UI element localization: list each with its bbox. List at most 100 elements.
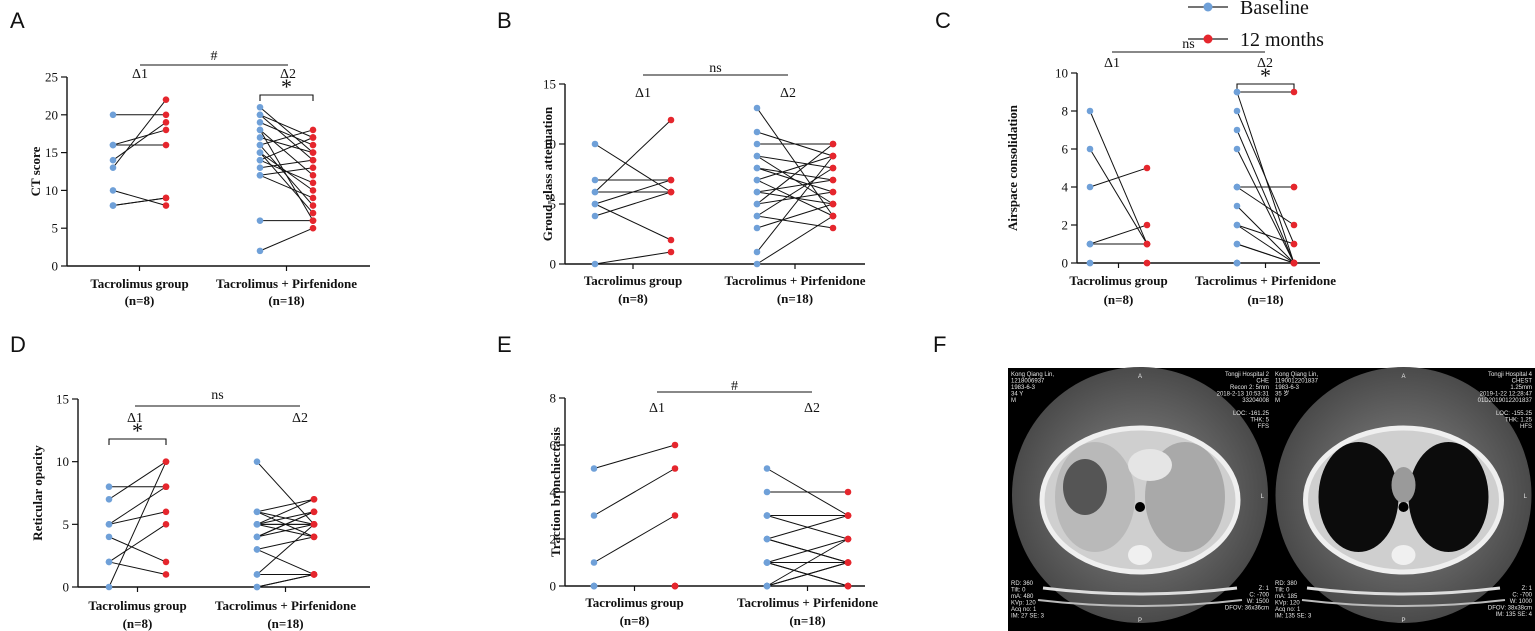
ct-overlay-top-right: CHEST — [1512, 379, 1533, 385]
followup-point — [309, 164, 317, 172]
baseline-point — [591, 212, 599, 220]
followup-point — [309, 126, 317, 134]
x-category-label: Tacrolimus group — [90, 276, 188, 291]
delta-label: Δ1 — [1104, 56, 1120, 71]
followup-point — [1143, 259, 1151, 267]
ct-spine — [1128, 545, 1152, 565]
followup-point — [671, 582, 679, 590]
panel-letter-c: C — [935, 8, 951, 33]
y-tick-label: 15 — [543, 77, 556, 92]
y-tick-label: 5 — [63, 517, 70, 532]
pair-line — [1236, 186, 1295, 226]
baseline-point — [753, 188, 761, 196]
followup-point — [671, 465, 679, 472]
y-tick-label: 4 — [550, 485, 557, 500]
baseline-point — [1233, 259, 1241, 267]
followup-point — [829, 200, 837, 208]
x-category-count: (n=8) — [620, 613, 650, 628]
ct-overlay-top-left: Kong Qiang Lin, — [1011, 372, 1054, 378]
baseline-point — [753, 212, 761, 220]
panel-letter-e: E — [497, 332, 512, 357]
pair-line — [1236, 224, 1295, 264]
baseline-point — [753, 200, 761, 208]
panel-letter-f: F — [933, 332, 946, 357]
y-tick-label: 2 — [550, 532, 557, 547]
followup-point — [162, 202, 170, 209]
baseline-point — [1233, 202, 1241, 210]
y-tick-label: 0 — [1062, 256, 1069, 271]
panel-letter-b: B — [497, 8, 512, 33]
x-category-label: Tacrolimus + Pirfenidone — [724, 273, 865, 288]
pair-line — [259, 106, 314, 153]
pair-line — [756, 143, 834, 205]
pair-line — [756, 167, 834, 217]
pair-line — [108, 461, 167, 500]
baseline-point — [1233, 240, 1241, 248]
pair-line — [594, 119, 672, 193]
baseline-point — [1086, 240, 1094, 248]
followup-point — [310, 495, 318, 503]
followup-point — [309, 187, 317, 194]
within-group-significance: * — [132, 418, 143, 443]
pair-line — [766, 562, 849, 587]
ct-trachea — [1135, 502, 1145, 512]
ct-overlay-top-left: M — [1011, 398, 1016, 404]
pair-line — [1236, 129, 1295, 264]
pair-line — [112, 189, 167, 207]
followup-point — [309, 156, 317, 164]
ct-overlay-top-right: Tongji Hospital 2 — [1225, 372, 1270, 378]
baseline-point — [763, 465, 771, 472]
baseline-point — [105, 583, 113, 591]
pair-line — [112, 99, 167, 169]
pair-line — [256, 548, 315, 575]
ct-overlay-top-right: 2018-2-13 10:53:31 — [1217, 392, 1270, 398]
ct-overlay-top-left: Kong Qiang Lin, — [1275, 372, 1318, 378]
baseline-point — [591, 140, 599, 148]
y-tick-label: 0 — [52, 259, 59, 274]
followup-point — [309, 134, 317, 141]
followup-point — [309, 171, 317, 179]
y-tick-label: 10 — [56, 454, 69, 469]
y-tick-label: 0 — [550, 257, 557, 272]
baseline-point — [753, 260, 761, 268]
delta-label: Δ2 — [292, 411, 308, 426]
between-group-significance: ns — [1182, 37, 1194, 52]
y-tick-label: 5 — [550, 197, 557, 212]
pair-line — [108, 561, 167, 575]
followup-point — [310, 533, 318, 541]
pair-line — [756, 155, 834, 181]
baseline-point — [109, 111, 117, 119]
y-tick-label: 15 — [45, 145, 58, 160]
followup-point — [844, 582, 852, 590]
baseline-point — [253, 583, 261, 591]
pair-line — [112, 121, 167, 161]
baseline-point — [1086, 183, 1094, 191]
pair-line — [1236, 224, 1295, 245]
followup-point — [162, 111, 170, 119]
followup-point — [162, 508, 170, 516]
y-axis-label: Groud-glass attenuation — [540, 106, 555, 241]
ct-overlay-top-right: 1.25mm — [1510, 385, 1532, 391]
ct-overlay-bottom-right: DFOV: 36x36cm — [1225, 606, 1269, 612]
baseline-point — [256, 217, 264, 224]
pair-line — [594, 191, 672, 217]
pair-line — [108, 536, 167, 563]
baseline-point — [256, 111, 264, 119]
baseline-point — [763, 512, 771, 519]
panel-d: D 0 5 10 15 Tacrolimus group (n=8) Tacrolimus +… — [10, 332, 370, 631]
followup-point — [162, 119, 170, 126]
ct-mediastinum — [1391, 467, 1416, 503]
followup-point — [310, 508, 318, 516]
baseline-point — [256, 164, 264, 172]
pair-line — [594, 251, 672, 265]
baseline-point — [763, 559, 771, 566]
ct-overlay-bottom-left: Acq no: 1 — [1011, 607, 1037, 613]
y-tick-label: 8 — [1062, 104, 1069, 119]
baseline-point — [105, 558, 113, 566]
baseline-point — [1233, 126, 1241, 134]
pair-line — [1089, 148, 1148, 245]
y-axis-label: Reticular opacity — [30, 445, 45, 541]
x-category-count: (n=8) — [1104, 292, 1134, 307]
ct-overlay-top-right: THK: 1.25 — [1505, 418, 1533, 424]
followup-point — [162, 571, 170, 578]
